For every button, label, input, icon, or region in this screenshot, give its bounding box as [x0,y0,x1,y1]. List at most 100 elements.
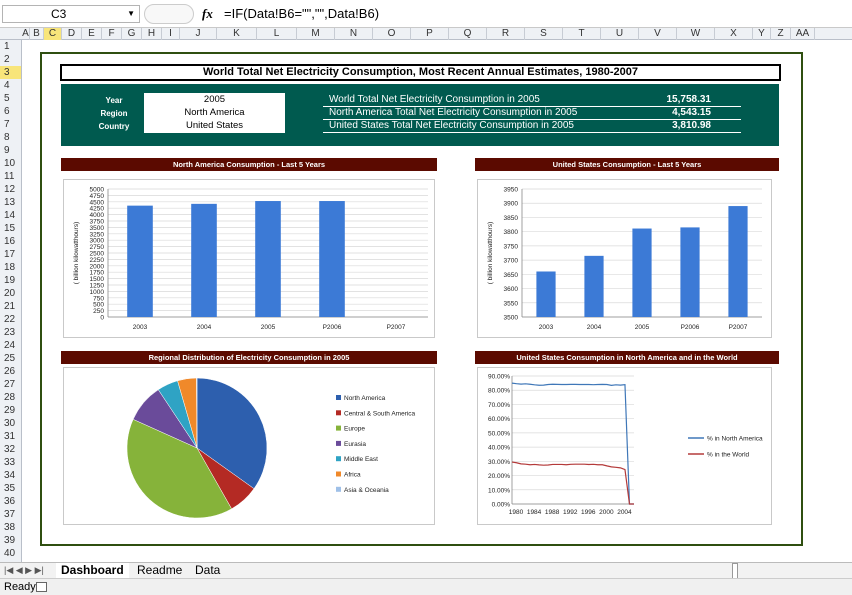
column-header-T[interactable]: T [563,28,601,40]
y-tick-label: 3650 [504,272,519,279]
y-tick-label: 0.00% [492,502,511,509]
row-header-16[interactable]: 16 [4,236,16,247]
column-header-O[interactable]: O [373,28,411,40]
row-header-32[interactable]: 32 [4,444,16,455]
row-header-25[interactable]: 25 [4,353,16,364]
column-header-F[interactable]: F [102,28,122,40]
column-header-B[interactable]: B [30,28,44,40]
row-header-28[interactable]: 28 [4,392,16,403]
column-header-N[interactable]: N [335,28,373,40]
legend-label: Central & South America [344,410,416,417]
country-value[interactable]: United States [185,120,244,131]
column-header-Q[interactable]: Q [449,28,487,40]
x-tick-label: 1984 [527,509,542,516]
row-header-4[interactable]: 4 [4,80,10,91]
row-header-6[interactable]: 6 [4,106,10,117]
column-header-U[interactable]: U [601,28,639,40]
row-header-36[interactable]: 36 [4,496,16,507]
row-header-7[interactable]: 7 [4,119,10,130]
row-header-30[interactable]: 30 [4,418,16,429]
name-box-value: C3 [51,7,67,21]
bar-P2006 [319,201,345,317]
row-header-9[interactable]: 9 [4,145,10,156]
y-tick-label: 3850 [504,215,519,222]
column-header-K[interactable]: K [217,28,257,40]
row-header-18[interactable]: 18 [4,262,16,273]
row-header-15[interactable]: 15 [4,223,16,234]
tab-readme[interactable]: Readme [137,563,183,577]
insert-function-icon[interactable]: fx [202,6,213,21]
row-header-31[interactable]: 31 [4,431,16,442]
row-header-1[interactable]: 1 [4,41,10,52]
row-header-11[interactable]: 11 [4,171,15,182]
row-header-40[interactable]: 40 [4,548,16,559]
column-header-M[interactable]: M [297,28,335,40]
row-header-17[interactable]: 17 [4,249,16,260]
row-header-33[interactable]: 33 [4,457,16,468]
column-header-L[interactable]: L [257,28,297,40]
row-header-2[interactable]: 2 [4,54,10,65]
row-header-29[interactable]: 29 [4,405,16,416]
region-value[interactable]: North America [184,107,245,118]
chevron-down-icon[interactable]: ▼ [127,9,135,18]
horizontal-scrollbar-thumb[interactable] [732,563,738,579]
tab-data[interactable]: Data [195,563,221,577]
row-header-21[interactable]: 21 [4,301,16,312]
row-header-5[interactable]: 5 [4,93,10,104]
row-header-19[interactable]: 19 [4,275,16,286]
chart-na-bar[interactable]: 0 250 500 750 1000 1250 1500 1750 2000 2250 2500 27… [63,179,435,338]
column-header-R[interactable]: R [487,28,525,40]
formula-cancel-enter-button[interactable] [144,4,194,24]
column-header-X[interactable]: X [715,28,753,40]
column-header-H[interactable]: H [142,28,162,40]
tab-nav-icons[interactable]: |◀ ◀ ▶ ▶| [4,565,44,575]
year-value[interactable]: 2005 [203,94,226,105]
column-header-S[interactable]: S [525,28,563,40]
column-header-Z[interactable]: Z [771,28,791,40]
column-header-I[interactable]: I [162,28,180,40]
row-header-24[interactable]: 24 [4,340,16,351]
row-header-13[interactable]: 13 [4,197,16,208]
chart-pie[interactable]: North America Central & South America Euro… [63,367,435,525]
row-header-26[interactable]: 26 [4,366,16,377]
row-header-10[interactable]: 10 [4,158,16,169]
bar-2005 [255,201,281,317]
legend-label: Africa [344,472,361,479]
y-tick-label: 2000 [90,263,105,270]
column-header-E[interactable]: E [82,28,102,40]
formula-input[interactable]: =IF(Data!B6="","",Data!B6) [224,6,380,21]
row-header-14[interactable]: 14 [4,210,16,221]
row-header-12[interactable]: 12 [4,184,16,195]
row-header-27[interactable]: 27 [4,379,16,390]
column-header-G[interactable]: G [122,28,142,40]
column-header-AA[interactable]: AA [791,28,815,40]
row-header-20[interactable]: 20 [4,288,16,299]
stat-world-value: 15,758.31 [666,94,712,105]
column-header-C[interactable]: C [44,28,62,40]
row-header-3[interactable]: 3 [0,66,21,79]
tab-dashboard[interactable]: Dashboard [56,563,129,579]
column-header-Y[interactable]: Y [753,28,771,40]
row-header-38[interactable]: 38 [4,522,16,533]
y-tick-label: 4250 [90,206,105,213]
region-label: Region [100,109,128,118]
column-header-P[interactable]: P [411,28,449,40]
chart-us-bar[interactable]: 3500 3550 3600 3650 3700 3750 3800 3850 3900 3950… [477,179,772,338]
row-header-35[interactable]: 35 [4,483,16,494]
row-header-37[interactable]: 37 [4,509,16,520]
column-header-D[interactable]: D [62,28,82,40]
dashboard-title[interactable]: World Total Net Electricity Consumption,… [60,64,781,81]
row-header-8[interactable]: 8 [4,132,10,143]
macro-record-icon[interactable] [36,582,47,592]
row-header-23[interactable]: 23 [4,327,16,338]
column-header-A[interactable]: A [22,28,30,40]
column-header-W[interactable]: W [677,28,715,40]
y-tick-label: 3950 [504,187,519,194]
column-header-V[interactable]: V [639,28,677,40]
row-header-34[interactable]: 34 [4,470,16,481]
chart-line[interactable]: 0.00% 10.00% 20.00% 30.00% 40.00% 50.00% 60.00… [477,367,772,525]
name-box[interactable]: C3 ▼ [2,5,140,23]
row-header-22[interactable]: 22 [4,314,16,325]
column-header-J[interactable]: J [180,28,217,40]
row-header-39[interactable]: 39 [4,535,16,546]
